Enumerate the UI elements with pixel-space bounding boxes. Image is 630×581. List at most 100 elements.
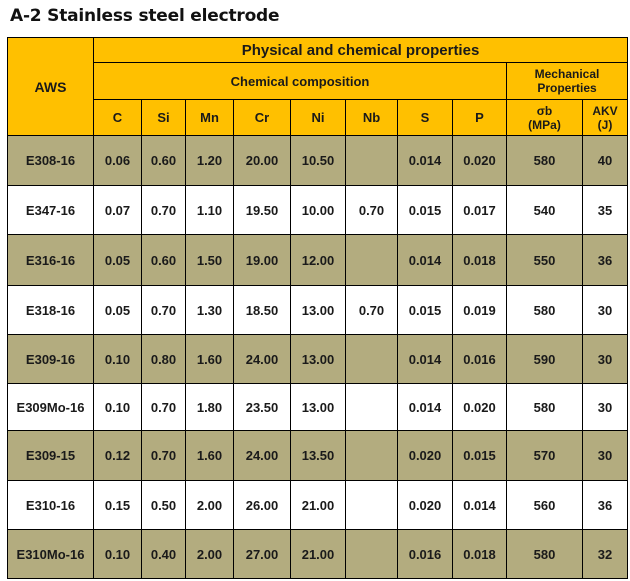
table-row: E347-16 0.07 0.70 1.10 19.50 10.00 0.70 0.015 0.… — [7, 185, 628, 235]
cell-mn: 1.10 — [185, 185, 234, 235]
cell-p: 0.017 — [452, 185, 507, 235]
cell-akv: 35 — [582, 185, 628, 235]
cell-ni: 13.00 — [290, 383, 346, 431]
header-mechanical-properties: Mechanical Properties — [506, 62, 628, 100]
cell-p: 0.014 — [452, 480, 507, 530]
cell-cr: 20.00 — [233, 135, 291, 186]
cell-sigma-b: 580 — [506, 135, 583, 186]
header-col-s: S — [397, 99, 453, 136]
table-row: E309-15 0.12 0.70 1.60 24.00 13.50 0.020 0.015 5… — [7, 430, 628, 481]
cell-mn: 1.60 — [185, 430, 234, 481]
cell-sigma-b: 580 — [506, 383, 583, 431]
cell-akv: 36 — [582, 480, 628, 530]
cell-aws: E347-16 — [7, 185, 94, 235]
header-col-mn: Mn — [185, 99, 234, 136]
cell-mn: 2.00 — [185, 529, 234, 579]
cell-s: 0.014 — [397, 334, 453, 384]
cell-s: 0.015 — [397, 285, 453, 335]
cell-s: 0.020 — [397, 430, 453, 481]
cell-sigma-b: 540 — [506, 185, 583, 235]
page-title: A-2 Stainless steel electrode — [10, 6, 280, 26]
cell-cr: 27.00 — [233, 529, 291, 579]
cell-sigma-b: 580 — [506, 529, 583, 579]
header-col-sigma-b: σb (MPa) — [506, 99, 583, 136]
table-header: AWS Physical and chemical properties Che… — [7, 37, 628, 136]
cell-si: 0.70 — [141, 383, 186, 431]
header-chemical-composition: Chemical composition — [93, 62, 507, 100]
table-row: E310-16 0.15 0.50 2.00 26.00 21.00 0.020 0.014 5… — [7, 480, 628, 530]
cell-si: 0.70 — [141, 185, 186, 235]
cell-p: 0.018 — [452, 234, 507, 286]
cell-si: 0.50 — [141, 480, 186, 530]
cell-p: 0.016 — [452, 334, 507, 384]
cell-nb — [345, 135, 398, 186]
table-row: E308-16 0.06 0.60 1.20 20.00 10.50 0.014 0.020 5… — [7, 135, 628, 186]
cell-ni: 12.00 — [290, 234, 346, 286]
cell-akv: 30 — [582, 430, 628, 481]
cell-si: 0.60 — [141, 135, 186, 186]
cell-aws: E309-15 — [7, 430, 94, 481]
cell-cr: 19.00 — [233, 234, 291, 286]
cell-mn: 1.60 — [185, 334, 234, 384]
header-col-cr: Cr — [233, 99, 291, 136]
table-row: E318-16 0.05 0.70 1.30 18.50 13.00 0.70 0.015 0.… — [7, 285, 628, 335]
cell-si: 0.70 — [141, 285, 186, 335]
cell-mn: 1.30 — [185, 285, 234, 335]
cell-aws: E316-16 — [7, 234, 94, 286]
cell-si: 0.60 — [141, 234, 186, 286]
cell-ni: 10.50 — [290, 135, 346, 186]
cell-s: 0.014 — [397, 383, 453, 431]
cell-mn: 1.20 — [185, 135, 234, 186]
cell-aws: E309-16 — [7, 334, 94, 384]
cell-c: 0.06 — [93, 135, 142, 186]
cell-aws: E318-16 — [7, 285, 94, 335]
cell-akv: 40 — [582, 135, 628, 186]
cell-p: 0.020 — [452, 383, 507, 431]
cell-c: 0.05 — [93, 234, 142, 286]
cell-ni: 10.00 — [290, 185, 346, 235]
cell-aws: E310Mo-16 — [7, 529, 94, 579]
cell-si: 0.80 — [141, 334, 186, 384]
cell-ni: 13.00 — [290, 334, 346, 384]
cell-mn: 1.50 — [185, 234, 234, 286]
cell-sigma-b: 590 — [506, 334, 583, 384]
cell-ni: 21.00 — [290, 529, 346, 579]
table-row: E309Mo-16 0.10 0.70 1.80 23.50 13.00 0.014 0.02… — [7, 383, 628, 431]
cell-s: 0.016 — [397, 529, 453, 579]
cell-nb — [345, 480, 398, 530]
header-col-ni: Ni — [290, 99, 346, 136]
cell-aws: E309Mo-16 — [7, 383, 94, 431]
cell-sigma-b: 560 — [506, 480, 583, 530]
cell-s: 0.014 — [397, 135, 453, 186]
cell-sigma-b: 580 — [506, 285, 583, 335]
cell-akv: 30 — [582, 285, 628, 335]
cell-akv: 36 — [582, 234, 628, 286]
cell-akv: 32 — [582, 529, 628, 579]
cell-p: 0.020 — [452, 135, 507, 186]
header-aws: AWS — [7, 37, 94, 136]
cell-si: 0.40 — [141, 529, 186, 579]
cell-sigma-b: 550 — [506, 234, 583, 286]
cell-nb — [345, 430, 398, 481]
cell-aws: E308-16 — [7, 135, 94, 186]
cell-cr: 18.50 — [233, 285, 291, 335]
header-col-c: C — [93, 99, 142, 136]
cell-nb — [345, 234, 398, 286]
cell-nb — [345, 383, 398, 431]
cell-akv: 30 — [582, 334, 628, 384]
cell-p: 0.018 — [452, 529, 507, 579]
cell-si: 0.70 — [141, 430, 186, 481]
header-col-p: P — [452, 99, 507, 136]
electrode-properties-table: AWS Physical and chemical properties Che… — [7, 37, 628, 579]
cell-cr: 26.00 — [233, 480, 291, 530]
cell-nb — [345, 529, 398, 579]
cell-nb: 0.70 — [345, 185, 398, 235]
cell-aws: E310-16 — [7, 480, 94, 530]
cell-p: 0.019 — [452, 285, 507, 335]
cell-ni: 13.00 — [290, 285, 346, 335]
cell-sigma-b: 570 — [506, 430, 583, 481]
cell-s: 0.015 — [397, 185, 453, 235]
cell-nb — [345, 334, 398, 384]
table-body: E308-16 0.06 0.60 1.20 20.00 10.50 0.014 0.020 5… — [7, 135, 628, 579]
header-col-nb: Nb — [345, 99, 398, 136]
